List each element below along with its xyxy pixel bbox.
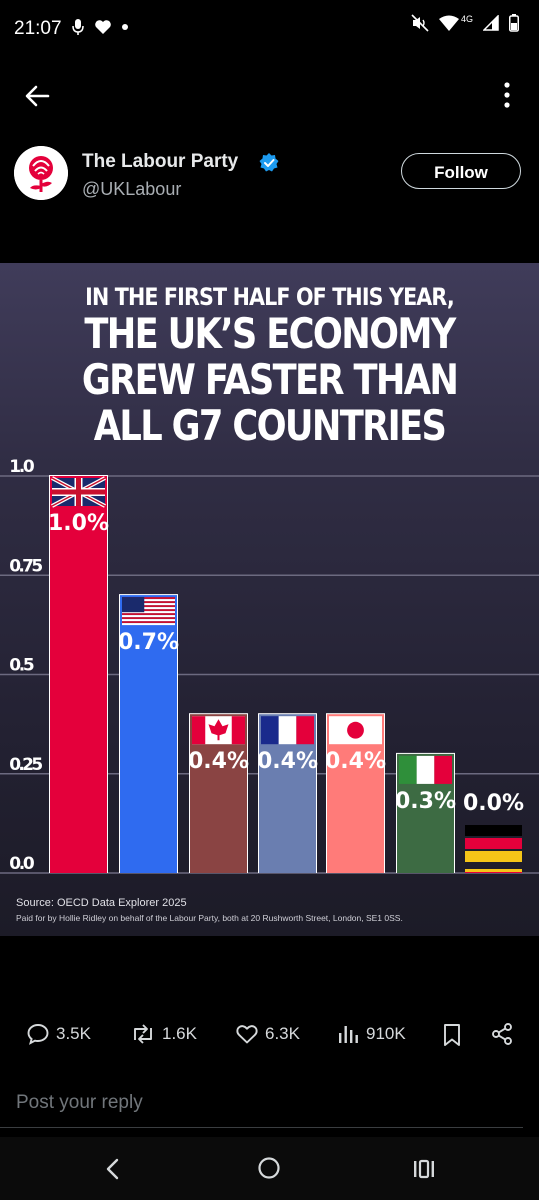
nav-back-button[interactable]	[102, 1157, 124, 1186]
dot-icon	[122, 24, 128, 30]
usa-flag-icon	[122, 597, 175, 626]
comment-icon	[27, 1024, 49, 1045]
bar-data-label: 1.0%	[48, 511, 109, 536]
share-icon	[492, 1023, 512, 1045]
back-button[interactable]	[20, 78, 56, 114]
like-button[interactable]: 6.3K	[235, 1022, 300, 1046]
battery-icon	[509, 14, 519, 32]
account-name[interactable]: The Labour Party	[82, 151, 239, 172]
bar	[50, 476, 107, 873]
views-button[interactable]: 910K	[338, 1022, 406, 1046]
japan-flag-icon	[329, 716, 382, 745]
follow-button[interactable]: Follow	[401, 153, 521, 189]
labour-rose-logo-icon	[14, 146, 68, 200]
arrow-left-icon	[25, 85, 50, 107]
post-actions: 3.5K 1.6K 6.3K 910K	[0, 1022, 539, 1056]
microphone-icon	[72, 19, 84, 35]
verified-badge-icon	[259, 153, 279, 173]
bar-data-label: 0.4%	[188, 749, 249, 774]
headline-line-1: IN THE FIRST HALF OF THIS YEAR,	[85, 283, 455, 311]
post-image-chart[interactable]: IN THE FIRST HALF OF THIS YEAR, THE UK’S…	[0, 263, 539, 936]
chart-source: Source: OECD Data Explorer 2025	[16, 897, 187, 909]
repost-button[interactable]: 1.6K	[130, 1022, 197, 1046]
uk-flag-icon	[51, 476, 106, 508]
status-time: 21:07	[14, 18, 62, 39]
repost-count: 1.6K	[162, 1024, 197, 1043]
bar-data-label: 0.3%	[395, 789, 456, 814]
views-count: 910K	[366, 1024, 406, 1043]
signal-icon	[483, 15, 499, 31]
share-button[interactable]	[490, 1022, 514, 1046]
like-count: 6.3K	[265, 1024, 300, 1043]
bar	[465, 872, 522, 873]
y-tick-label: 0.75	[9, 556, 43, 576]
status-system-icons: 4G	[411, 14, 519, 32]
more-options-button[interactable]	[499, 80, 515, 110]
bar-chart: 0.0 0.25 0.5 0.75 1.0 1.0% 0.7% 0.4% 0.4% 0.4% 0.3…	[0, 457, 539, 874]
status-notification-icons	[72, 18, 128, 36]
chart-paid-by: Paid for by Hollie Ridley on behalf of t…	[16, 913, 403, 923]
reply-divider	[0, 1127, 523, 1128]
y-tick-label: 0.0	[9, 854, 35, 874]
headline-line-3: GREW FASTER THAN	[81, 355, 459, 404]
reply-count: 3.5K	[56, 1024, 91, 1043]
chevron-left-icon	[106, 1158, 119, 1180]
nav-recents-button[interactable]	[412, 1157, 436, 1186]
bar-data-label: 0.4%	[257, 749, 318, 774]
repost-icon	[134, 1024, 152, 1044]
y-tick-label: 1.0	[9, 457, 35, 477]
bar-data-label: 0.0%	[463, 791, 524, 816]
bar-data-label: 0.7%	[118, 630, 179, 655]
canada-flag-icon	[192, 716, 245, 745]
views-chart-icon	[339, 1026, 358, 1043]
wifi-icon	[438, 15, 459, 31]
reply-input[interactable]: Post your reply	[16, 1092, 143, 1113]
system-nav-bar	[0, 1137, 539, 1200]
home-circle-icon	[258, 1157, 280, 1179]
nav-home-button[interactable]	[257, 1156, 281, 1185]
y-tick-label: 0.25	[9, 755, 43, 775]
italy-flag-icon	[399, 755, 452, 784]
bar	[120, 595, 177, 873]
bookmark-button[interactable]	[441, 1022, 463, 1048]
headline-line-4: ALL G7 COUNTRIES	[93, 401, 447, 450]
bar-data-label: 0.4%	[325, 749, 386, 774]
germany-flag-icon	[465, 825, 522, 873]
more-vertical-icon	[504, 82, 510, 108]
network-type: 4G	[460, 14, 473, 24]
account-handle[interactable]: @UKLabour	[82, 179, 182, 199]
chart-headline: IN THE FIRST HALF OF THIS YEAR, THE UK’S…	[0, 283, 539, 449]
y-tick-label: 0.5	[9, 656, 35, 676]
reply-button[interactable]: 3.5K	[26, 1022, 91, 1046]
france-flag-icon	[261, 716, 314, 745]
mute-icon	[411, 14, 429, 32]
headline-line-2: THE UK’S ECONOMY	[84, 309, 456, 358]
bookmark-icon	[444, 1024, 460, 1046]
avatar[interactable]	[14, 146, 68, 200]
recents-icon	[414, 1159, 434, 1179]
heart-status-icon	[95, 20, 111, 34]
heart-icon	[236, 1025, 258, 1044]
